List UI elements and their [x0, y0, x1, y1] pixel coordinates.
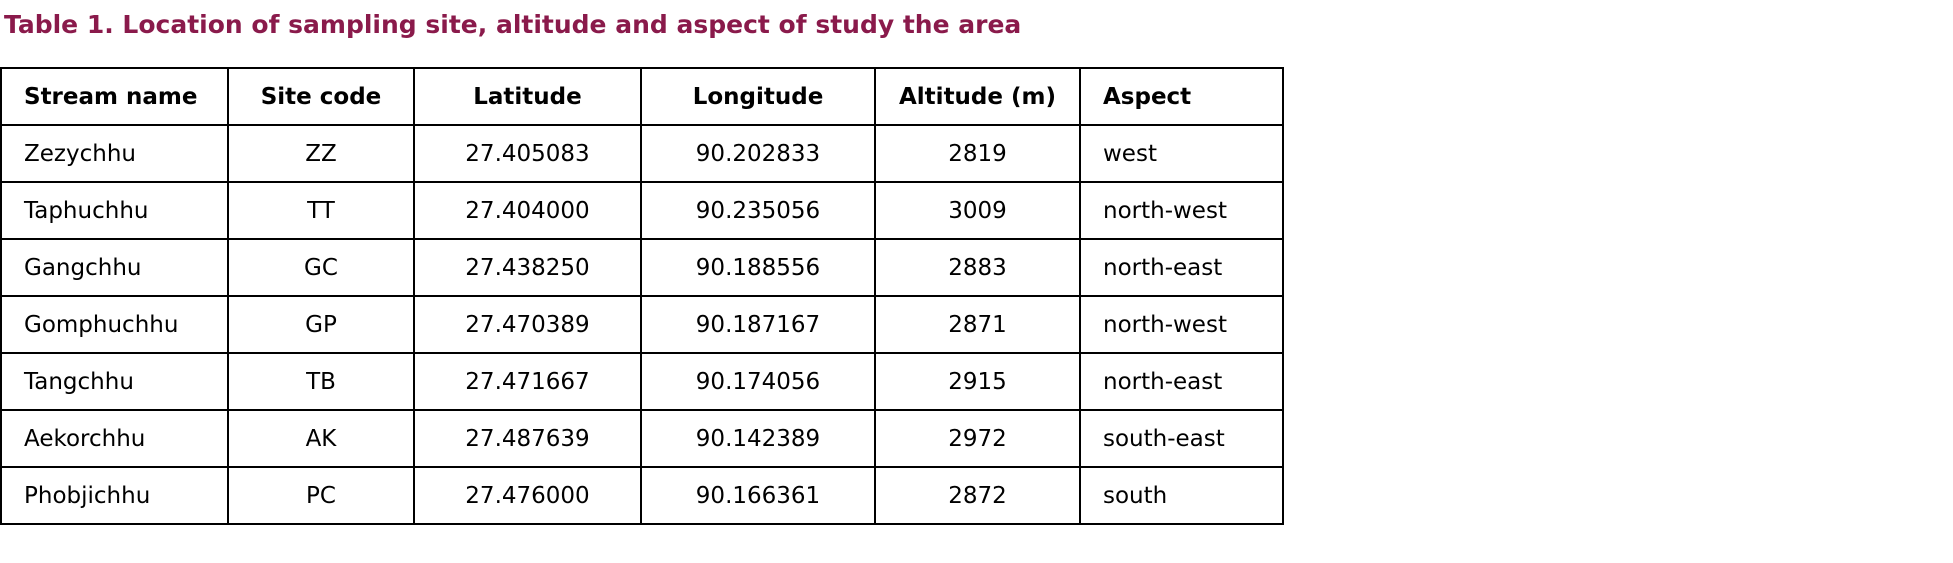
table-cell: 2872 [874, 466, 1081, 525]
table-cell: 27.405083 [413, 124, 642, 183]
table-row: Tangchhu TB 27.471667 90.174056 2915 north-ea… [0, 352, 1284, 411]
table-row: Zezychhu ZZ 27.405083 90.202833 2819 west [0, 124, 1284, 183]
table-cell: 2915 [874, 352, 1081, 411]
table-cell: north-east [1079, 238, 1284, 297]
table-title: Table 1. Location of sampling site, alti… [4, 10, 1022, 39]
table-cell: 27.487639 [413, 409, 642, 468]
table-cell: Taphuchhu [0, 181, 229, 240]
table-cell: Phobjichhu [0, 466, 229, 525]
table-cell: Tangchhu [0, 352, 229, 411]
header-cell: Altitude (m) [874, 67, 1081, 126]
table-cell: TT [227, 181, 415, 240]
table-cell: TB [227, 352, 415, 411]
header-cell: Site code [227, 67, 415, 126]
table-cell: north-west [1079, 181, 1284, 240]
table-cell: Gomphuchhu [0, 295, 229, 354]
table-cell: Aekorchhu [0, 409, 229, 468]
table-cell: west [1079, 124, 1284, 183]
table-cell: 90.174056 [640, 352, 876, 411]
header-cell: Stream name [0, 67, 229, 126]
table-cell: 2819 [874, 124, 1081, 183]
table-cell: 2972 [874, 409, 1081, 468]
table-cell: south-east [1079, 409, 1284, 468]
table-row: Gomphuchhu GP 27.470389 90.187167 2871 north-… [0, 295, 1284, 354]
table-cell: ZZ [227, 124, 415, 183]
table-cell: 90.188556 [640, 238, 876, 297]
header-row: Stream name Site code Latitude Longitude Alt… [0, 67, 1284, 126]
table-cell: 90.166361 [640, 466, 876, 525]
table-cell: Gangchhu [0, 238, 229, 297]
table-row: Taphuchhu TT 27.404000 90.235056 3009 north-w… [0, 181, 1284, 240]
table-cell: 27.476000 [413, 466, 642, 525]
table-row: Gangchhu GC 27.438250 90.188556 2883 north-ea… [0, 238, 1284, 297]
table-cell: 27.404000 [413, 181, 642, 240]
table-cell: 27.471667 [413, 352, 642, 411]
table-cell: north-west [1079, 295, 1284, 354]
table-cell: 27.438250 [413, 238, 642, 297]
table-cell: PC [227, 466, 415, 525]
header-cell: Aspect [1079, 67, 1284, 126]
data-table: Stream name Site code Latitude Longitude Alt… [0, 67, 1284, 525]
table-cell: GC [227, 238, 415, 297]
table-cell: 2871 [874, 295, 1081, 354]
table-cell: 27.470389 [413, 295, 642, 354]
table-cell: 3009 [874, 181, 1081, 240]
header-cell: Latitude [413, 67, 642, 126]
table-cell: 2883 [874, 238, 1081, 297]
table-cell: 90.235056 [640, 181, 876, 240]
table-cell: GP [227, 295, 415, 354]
table-cell: 90.202833 [640, 124, 876, 183]
table-row: Phobjichhu PC 27.476000 90.166361 2872 south [0, 466, 1284, 525]
table-cell: Zezychhu [0, 124, 229, 183]
header-cell: Longitude [640, 67, 876, 126]
table-cell: south [1079, 466, 1284, 525]
table-cell: north-east [1079, 352, 1284, 411]
table-cell: 90.142389 [640, 409, 876, 468]
table-cell: 90.187167 [640, 295, 876, 354]
table-cell: AK [227, 409, 415, 468]
table-row: Aekorchhu AK 27.487639 90.142389 2972 south-e… [0, 409, 1284, 468]
